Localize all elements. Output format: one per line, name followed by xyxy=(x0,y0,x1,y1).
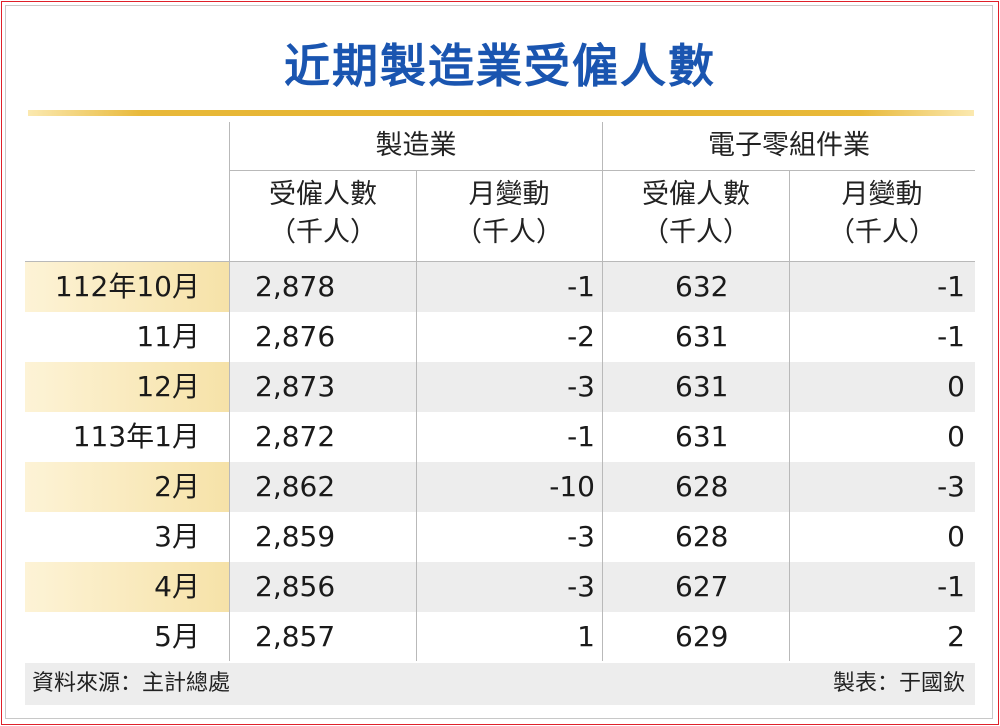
table-row: 3月 2,859 -3 628 0 xyxy=(25,512,975,562)
cell-mfg-change: -2 xyxy=(567,320,595,353)
row-stripe-month xyxy=(25,262,230,312)
cell-ele-change: 0 xyxy=(947,420,965,453)
cell-mfg-change: -3 xyxy=(567,520,595,553)
cell-ele-employees: 629 xyxy=(675,620,729,653)
divider-month xyxy=(229,122,230,661)
cell-mfg-change: -1 xyxy=(567,420,595,453)
row-stripe-month xyxy=(25,462,230,512)
group-header-manufacturing: 製造業 xyxy=(375,130,457,161)
cell-ele-employees: 631 xyxy=(675,370,729,403)
cell-ele-employees: 628 xyxy=(675,470,729,503)
cell-mfg-employees: 2,878 xyxy=(255,270,336,303)
cell-mfg-employees: 2,856 xyxy=(255,570,336,603)
divider-groups xyxy=(602,122,603,661)
cell-ele-change: 0 xyxy=(947,520,965,553)
cell-month: 112年10月 xyxy=(54,270,200,303)
cell-ele-employees: 628 xyxy=(675,520,729,553)
column-header-mfg-change: 月變動 （千人） xyxy=(416,176,602,258)
cell-mfg-employees: 2,876 xyxy=(255,320,336,353)
table-row: 11月 2,876 -2 631 -1 xyxy=(25,312,975,362)
chart-title: 近期製造業受僱人數 xyxy=(284,39,716,93)
table-row: 112年10月 2,878 -1 632 -1 xyxy=(25,262,975,312)
cell-mfg-change: -3 xyxy=(567,370,595,403)
cell-month: 3月 xyxy=(154,520,200,553)
cell-ele-change: 2 xyxy=(947,620,965,653)
cell-ele-change: -1 xyxy=(937,270,965,303)
row-stripe-month xyxy=(25,362,230,412)
cell-ele-employees: 632 xyxy=(675,270,729,303)
column-header-unit: （千人） xyxy=(455,217,563,248)
table-row: 2月 2,862 -10 628 -3 xyxy=(25,462,975,512)
cell-ele-employees: 627 xyxy=(675,570,729,603)
divider-ele-inner xyxy=(789,170,790,661)
column-header-mfg-employees: 受僱人數 （千人） xyxy=(230,176,416,258)
table-row: 12月 2,873 -3 631 0 xyxy=(25,362,975,412)
divider-mfg-inner xyxy=(416,170,417,661)
cell-ele-change: -3 xyxy=(937,470,965,503)
cell-mfg-change: -10 xyxy=(549,470,595,503)
cell-mfg-employees: 2,862 xyxy=(255,470,336,503)
column-header-unit: （千人） xyxy=(828,217,936,248)
cell-ele-employees: 631 xyxy=(675,320,729,353)
column-header-label: 受僱人數 xyxy=(642,179,750,210)
column-header-label: 受僱人數 xyxy=(269,179,377,210)
cell-mfg-change: 1 xyxy=(577,620,595,653)
group-header-electronics: 電子零組件業 xyxy=(708,130,870,161)
table-row: 5月 2,857 1 629 2 xyxy=(25,612,975,662)
cell-ele-change: 0 xyxy=(947,370,965,403)
footer-bar: 資料來源：主計總處 製表：于國欽 xyxy=(25,663,975,705)
cell-ele-change: -1 xyxy=(937,570,965,603)
cell-month: 2月 xyxy=(154,470,200,503)
cell-mfg-employees: 2,859 xyxy=(255,520,336,553)
column-header-ele-change: 月變動 （千人） xyxy=(789,176,975,258)
column-header-unit: （千人） xyxy=(642,217,750,248)
cell-mfg-employees: 2,872 xyxy=(255,420,336,453)
cell-mfg-change: -1 xyxy=(567,270,595,303)
cell-month: 11月 xyxy=(136,320,200,353)
column-header-unit: （千人） xyxy=(269,217,377,248)
column-header-label: 月變動 xyxy=(468,179,550,210)
cell-month: 113年1月 xyxy=(72,420,200,453)
cell-mfg-employees: 2,873 xyxy=(255,370,336,403)
table-row: 113年1月 2,872 -1 631 0 xyxy=(25,412,975,462)
cell-month: 5月 xyxy=(154,620,200,653)
author-note: 製表：于國欽 xyxy=(832,671,965,696)
cell-ele-change: -1 xyxy=(937,320,965,353)
cell-mfg-change: -3 xyxy=(567,570,595,603)
cell-ele-employees: 631 xyxy=(675,420,729,453)
column-header-ele-employees: 受僱人數 （千人） xyxy=(603,176,789,258)
row-stripe-month xyxy=(25,562,230,612)
cell-mfg-employees: 2,857 xyxy=(255,620,336,653)
column-header-label: 月變動 xyxy=(841,179,923,210)
cell-month: 4月 xyxy=(154,570,200,603)
table-row: 4月 2,856 -3 627 -1 xyxy=(25,562,975,612)
source-note: 資料來源：主計總處 xyxy=(32,671,231,696)
header-bottom-rule xyxy=(25,261,975,262)
inner-frame xyxy=(5,5,993,719)
title-underline xyxy=(28,110,974,116)
cell-month: 12月 xyxy=(136,370,200,403)
